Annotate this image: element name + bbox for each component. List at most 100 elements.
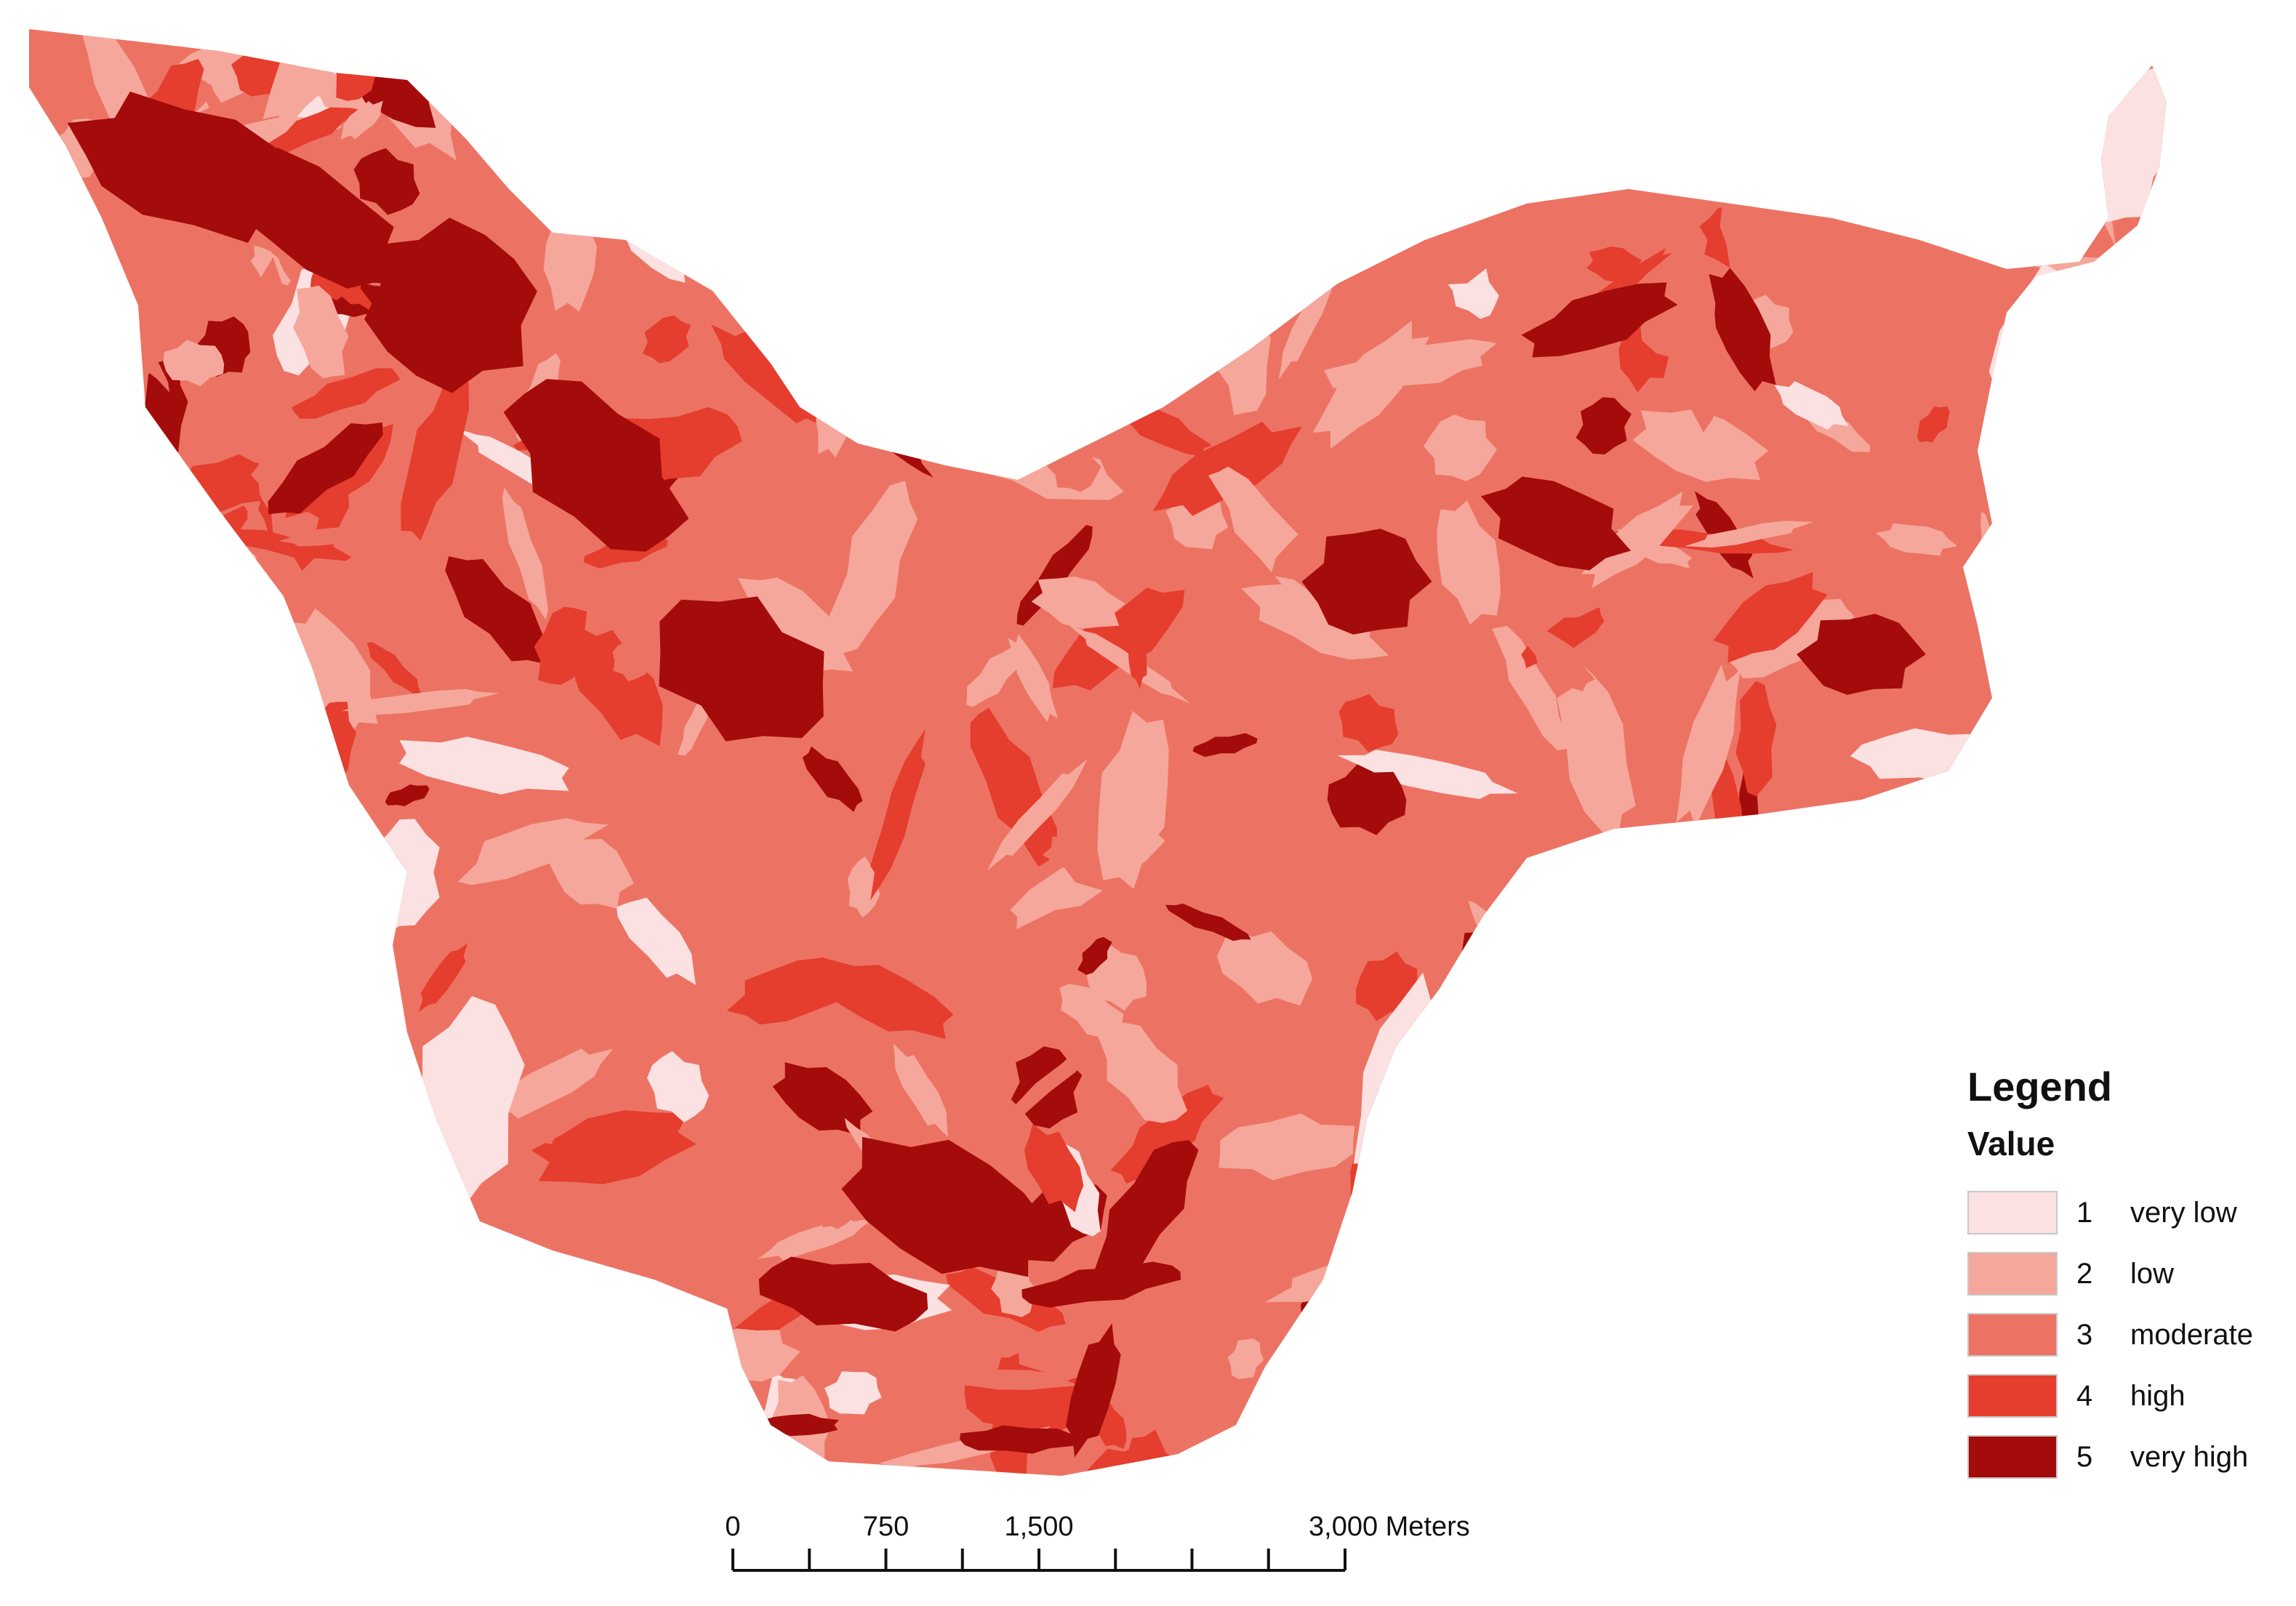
susceptibility-zone — [2044, 765, 2089, 804]
susceptibility-zone — [1587, 913, 1652, 1018]
susceptibility-zone — [1469, 29, 1554, 148]
susceptibility-zone — [326, 1327, 385, 1383]
susceptibility-zone — [1067, 623, 1190, 704]
susceptibility-zone — [37, 271, 127, 342]
susceptibility-zone — [1986, 742, 2087, 803]
susceptibility-zone — [1875, 523, 1958, 556]
susceptibility-zone — [1713, 571, 1828, 663]
susceptibility-zone — [29, 754, 99, 785]
susceptibility-zone — [1437, 500, 1501, 625]
legend-value: 4 — [2076, 1380, 2093, 1412]
susceptibility-zone — [1852, 926, 1943, 1059]
susceptibility-zone — [1709, 912, 1818, 974]
susceptibility-zone — [1581, 491, 1693, 588]
susceptibility-zone — [341, 688, 499, 715]
legend-swatch — [1967, 1313, 2058, 1357]
susceptibility-zone — [180, 1336, 243, 1418]
susceptibility-zone — [531, 1110, 697, 1184]
susceptibility-zone — [647, 1051, 710, 1123]
susceptibility-zone — [1366, 1376, 1509, 1476]
susceptibility-zone — [1337, 750, 1518, 800]
legend-value: 3 — [2076, 1319, 2093, 1351]
very-high-zone — [1797, 614, 1926, 695]
scale-bar-label: 750 — [863, 1511, 909, 1542]
susceptibility-zone — [1219, 220, 1318, 294]
susceptibility-zone — [1312, 84, 1385, 134]
susceptibility-zone — [1586, 246, 1642, 283]
susceptibility-zone — [81, 894, 123, 947]
susceptibility-zone — [1097, 1022, 1188, 1123]
susceptibility-zone — [34, 1161, 101, 1197]
susceptibility-zone — [642, 315, 691, 364]
susceptibility-zone — [893, 1043, 949, 1138]
susceptibility-zone — [795, 118, 829, 212]
susceptibility-zone — [1066, 1323, 1121, 1458]
susceptibility-zone — [1728, 598, 1855, 679]
susceptibility-zone — [286, 608, 378, 738]
susceptibility-zone — [293, 285, 349, 379]
susceptibility-zone — [1685, 521, 1814, 548]
legend-value: 5 — [2076, 1441, 2093, 1473]
susceptibility-zone — [2099, 333, 2167, 388]
very-high-zone — [1521, 282, 1678, 358]
susceptibility-zone — [179, 1373, 312, 1476]
susceptibility-zone — [946, 1369, 1080, 1390]
susceptibility-zone — [1110, 1085, 1224, 1184]
susceptibility-zone — [1774, 381, 1849, 430]
susceptibility-zone — [1021, 1261, 1181, 1308]
susceptibility-zone — [121, 1322, 241, 1408]
susceptibility-zone — [1338, 694, 1399, 752]
susceptibility-zone — [1753, 1429, 1812, 1476]
susceptibility-zone — [246, 257, 300, 422]
susceptibility-zone — [1709, 268, 1776, 392]
susceptibility-zone — [1996, 591, 2076, 637]
susceptibility-zone — [418, 943, 468, 1013]
legend-item-5: 5 very high — [1967, 1435, 2287, 1483]
susceptibility-zone — [63, 678, 223, 739]
susceptibility-zone — [1663, 1300, 1745, 1421]
susceptibility-zone — [63, 658, 136, 730]
susceptibility-zone — [901, 180, 947, 263]
susceptibility-zone — [1404, 97, 1506, 210]
susceptibility-zone — [1601, 1317, 1665, 1432]
susceptibility-zone — [1077, 936, 1112, 975]
susceptibility-zone — [256, 1112, 345, 1203]
susceptibility-zone — [613, 886, 697, 985]
susceptibility-zone — [167, 1256, 251, 1362]
susceptibility-zone — [385, 784, 430, 806]
susceptibility-zone — [1650, 1340, 1712, 1394]
susceptibility-zone — [291, 368, 401, 419]
susceptibility-zone — [772, 1062, 873, 1136]
susceptibility-zone — [678, 57, 738, 198]
susceptibility-zone — [576, 1351, 665, 1476]
susceptibility-zone — [1281, 29, 1338, 81]
legend-value: 1 — [2076, 1197, 2093, 1229]
susceptibility-zone — [1042, 95, 1128, 142]
susceptibility-zone — [1741, 859, 1830, 1014]
susceptibility-zone — [208, 526, 352, 561]
susceptibility-zone — [1192, 733, 1258, 758]
susceptibility-zone — [364, 1131, 441, 1248]
susceptibility-zone — [966, 645, 1022, 707]
susceptibility-zone — [1631, 923, 1703, 992]
very-high-zone — [1301, 529, 1432, 635]
susceptibility-zone — [555, 156, 603, 217]
very-high-zone — [217, 148, 408, 289]
susceptibility-zone — [1921, 145, 1962, 244]
susceptibility-zone — [1052, 587, 1185, 691]
susceptibility-zone — [1959, 904, 2031, 1065]
susceptibility-zone — [44, 1005, 222, 1051]
legend-swatch — [1967, 1252, 2058, 1296]
susceptibility-zone — [262, 1311, 352, 1414]
susceptibility-zone — [33, 1133, 125, 1218]
legend-value: 2 — [2076, 1258, 2093, 1290]
susceptibility-zone — [316, 1270, 417, 1309]
susceptibility-zone — [1376, 1141, 1507, 1226]
susceptibility-zone — [1241, 584, 1389, 660]
susceptibility-zone — [650, 486, 824, 536]
susceptibility-zone — [174, 1112, 331, 1218]
susceptibility-zone — [1398, 102, 1461, 206]
very-high-zone — [758, 1256, 928, 1332]
susceptibility-zone — [579, 29, 643, 63]
legend-label: low — [2130, 1258, 2175, 1290]
